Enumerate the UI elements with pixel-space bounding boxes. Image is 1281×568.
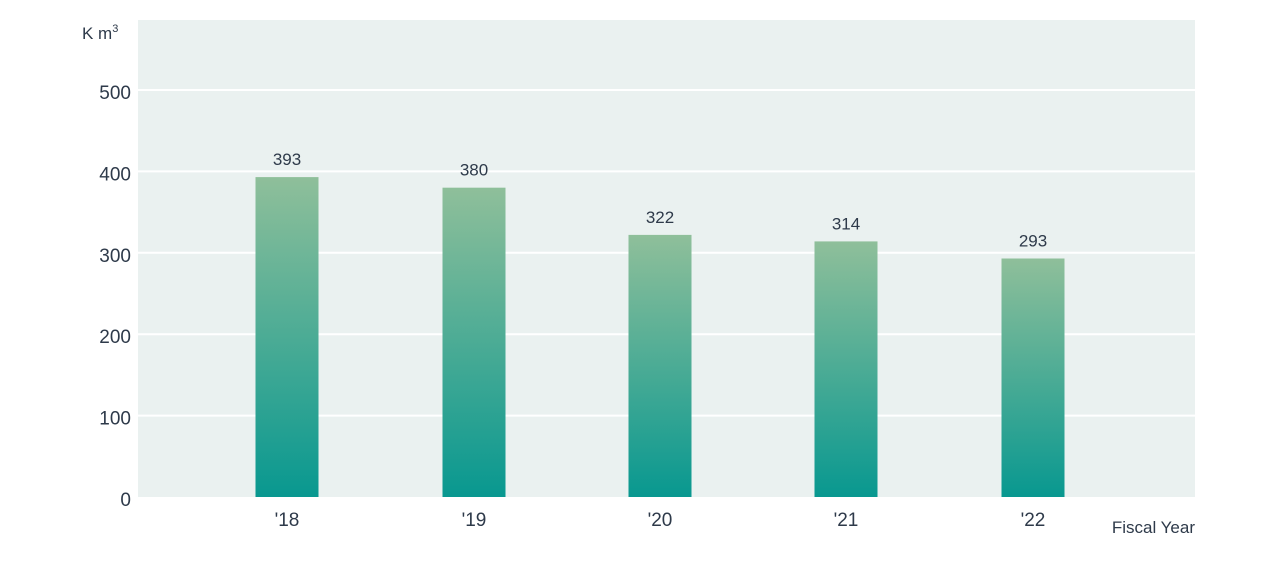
y-axis-unit-superscript: 3 [112, 23, 118, 35]
bar [814, 241, 878, 497]
data-labels: 393 380 322 314 293 [273, 150, 1047, 250]
bar-value-label: 380 [460, 161, 488, 180]
bar [255, 177, 319, 497]
x-tick-label: '18 [275, 510, 300, 531]
x-tick-label: '21 [834, 510, 859, 531]
bar-value-label: 393 [273, 150, 301, 169]
x-tick-label: '20 [648, 510, 673, 531]
y-tick-label: 500 [99, 83, 131, 104]
bar-value-label: 293 [1019, 231, 1047, 250]
y-tick-label: 0 [120, 490, 131, 511]
y-tick-label: 300 [99, 246, 131, 267]
bars [255, 177, 1065, 497]
y-tick-label: 200 [99, 327, 131, 348]
x-axis-ticks: '18 '19 '20 '21 '22 [275, 510, 1046, 531]
bar [1001, 258, 1065, 497]
y-axis-title: K m3 [82, 23, 118, 43]
y-axis-unit: K m [82, 24, 112, 43]
x-tick-label: '22 [1021, 510, 1046, 531]
y-tick-label: 100 [99, 409, 131, 430]
bar-value-label: 314 [832, 214, 860, 233]
x-tick-label: '19 [462, 510, 487, 531]
y-axis-ticks: 0 100 200 300 400 500 [99, 83, 131, 511]
bar [628, 234, 692, 497]
y-tick-label: 400 [99, 164, 131, 185]
x-axis-title: Fiscal Year [1112, 518, 1195, 537]
bar [442, 187, 506, 497]
bar-value-label: 322 [646, 208, 674, 227]
